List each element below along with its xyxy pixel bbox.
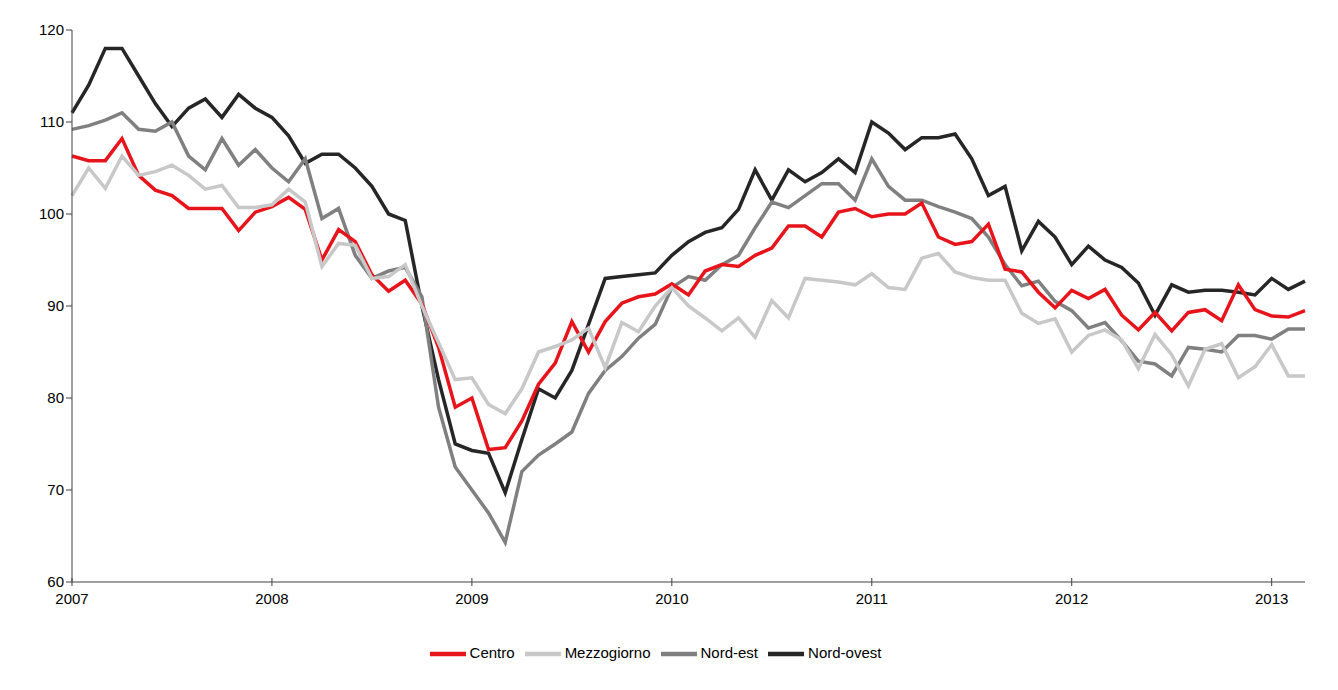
- html-text:Centro: Centro: [469, 644, 515, 661]
- svg-text:2009: 2009: [455, 590, 488, 607]
- svg-text:2012: 2012: [1055, 590, 1088, 607]
- svg-text:2013: 2013: [1255, 590, 1288, 607]
- html-text:Nord-est: Nord-est: [700, 644, 758, 661]
- svg-text:110: 110: [40, 113, 64, 130]
- svg-text:2011: 2011: [856, 590, 888, 607]
- svg-text:60: 60: [47, 573, 64, 590]
- svg-text:2008: 2008: [255, 590, 288, 607]
- svg-text:120: 120: [39, 21, 64, 38]
- svg-text:80: 80: [47, 389, 64, 406]
- svg-text:2007: 2007: [55, 590, 88, 607]
- svg-text:100: 100: [39, 205, 64, 222]
- html-text:Mezzogiorno: Mezzogiorno: [564, 644, 651, 661]
- svg-text:70: 70: [47, 481, 64, 498]
- html-text:Nord-ovest: Nord-ovest: [808, 644, 882, 661]
- svg-text:90: 90: [47, 297, 64, 314]
- svg-text:2010: 2010: [655, 590, 688, 607]
